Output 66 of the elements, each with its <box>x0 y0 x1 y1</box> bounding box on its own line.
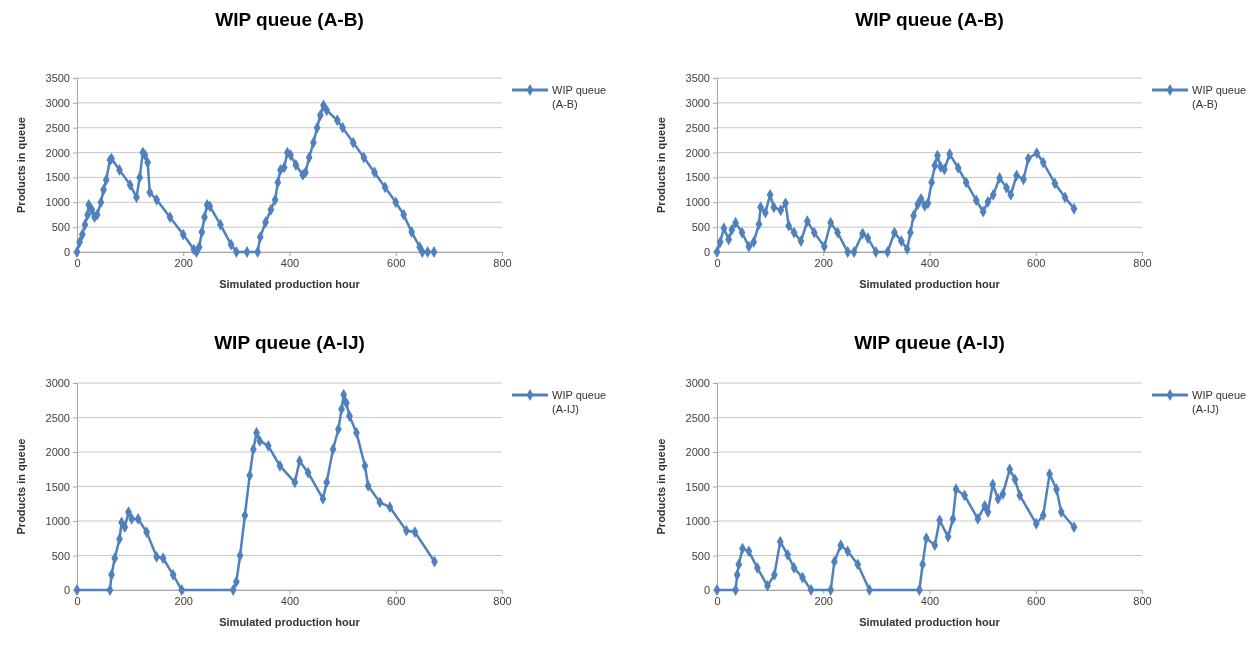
y-tick-label: 1500 <box>685 480 710 493</box>
y-tick-label: 3000 <box>45 96 70 109</box>
x-tick-label: 600 <box>387 256 406 269</box>
x-tick-label: 600 <box>1027 256 1046 269</box>
y-tick-label: 2000 <box>685 446 710 459</box>
legend-label: WIP queue (A-B) <box>1192 84 1247 110</box>
y-tick-label: 1500 <box>45 480 70 493</box>
x-tick-label: 800 <box>1133 256 1152 269</box>
x-tick-label: 200 <box>814 256 833 269</box>
y-axis-title: Products in queue <box>655 438 667 535</box>
x-tick-label: 400 <box>920 594 940 607</box>
x-axis-title: Simulated production hour <box>859 278 1001 290</box>
x-tick-label: 0 <box>74 594 81 607</box>
x-tick-label: 200 <box>174 256 193 269</box>
x-axis-title: Simulated production hour <box>219 616 361 628</box>
y-tick-label: 1000 <box>45 196 70 209</box>
x-tick-label: 400 <box>280 594 300 607</box>
chart-title: WIP queue (A-IJ) <box>854 332 1005 353</box>
y-tick-label: 2500 <box>45 121 70 134</box>
x-tick-label: 800 <box>1133 594 1152 607</box>
y-tick-label: 2500 <box>685 411 710 424</box>
x-tick-label: 0 <box>74 256 81 269</box>
y-tick-label: 0 <box>63 246 70 259</box>
legend-label: WIP queue (A-IJ) <box>1192 389 1247 415</box>
y-tick-label: 1000 <box>685 515 710 528</box>
x-tick-label: 0 <box>714 594 721 607</box>
y-tick-label: 2500 <box>45 411 70 424</box>
y-tick-label: 500 <box>51 221 70 234</box>
y-tick-label: 3000 <box>685 377 710 390</box>
y-tick-label: 2000 <box>685 146 710 159</box>
chart-title: WIP queue (A-B) <box>215 9 364 30</box>
y-tick-label: 1000 <box>685 196 710 209</box>
y-tick-label: 0 <box>703 246 710 259</box>
x-tick-label: 400 <box>920 256 940 269</box>
x-axis-title: Simulated production hour <box>219 278 361 290</box>
y-tick-label: 500 <box>691 549 710 562</box>
y-tick-label: 1500 <box>685 171 710 184</box>
x-tick-label: 0 <box>714 256 721 269</box>
x-tick-label: 200 <box>174 594 193 607</box>
legend-label: WIP queue (A-B) <box>552 84 607 110</box>
y-tick-label: 3000 <box>685 96 710 109</box>
y-tick-label: 1500 <box>45 171 70 184</box>
chart-title: WIP queue (A-B) <box>855 9 1004 30</box>
y-tick-label: 0 <box>63 584 70 597</box>
y-tick-label: 2000 <box>45 446 70 459</box>
y-tick-label: 2500 <box>685 121 710 134</box>
legend-label: WIP queue (A-IJ) <box>552 389 607 415</box>
y-tick-label: 1000 <box>45 515 70 528</box>
x-tick-label: 600 <box>387 594 406 607</box>
y-tick-label: 0 <box>703 584 710 597</box>
x-tick-label: 600 <box>1027 594 1046 607</box>
y-tick-label: 3500 <box>45 72 70 85</box>
y-tick-label: 3500 <box>685 72 710 85</box>
y-tick-label: 2000 <box>45 146 70 159</box>
x-tick-label: 800 <box>493 256 512 269</box>
x-tick-label: 800 <box>493 594 512 607</box>
x-tick-label: 200 <box>814 594 833 607</box>
y-tick-label: 500 <box>691 221 710 234</box>
y-axis-title: Products in queue <box>15 438 27 535</box>
y-tick-label: 500 <box>51 549 70 562</box>
y-axis-title: Products in queue <box>655 117 667 213</box>
x-axis-title: Simulated production hour <box>859 616 1001 628</box>
y-tick-label: 3000 <box>45 377 70 390</box>
x-tick-label: 400 <box>280 256 300 269</box>
y-axis-title: Products in queue <box>15 117 27 213</box>
chart-title: WIP queue (A-IJ) <box>214 332 365 353</box>
